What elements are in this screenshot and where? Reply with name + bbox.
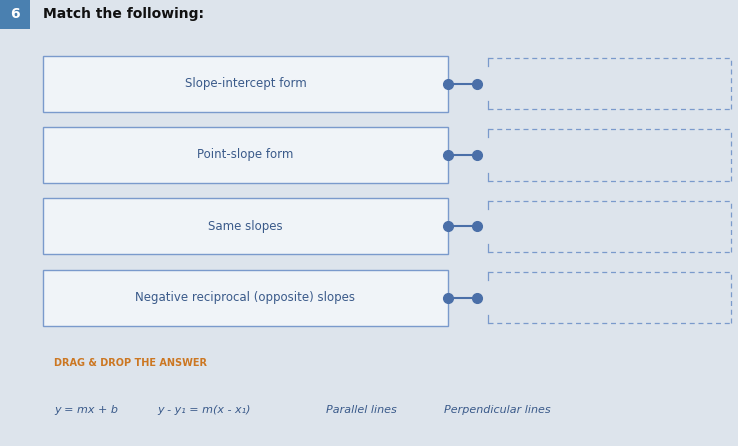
Text: Match the following:: Match the following: (44, 7, 204, 21)
Text: Slope-intercept form: Slope-intercept form (184, 77, 306, 90)
Text: 6: 6 (10, 7, 19, 21)
Text: Same slopes: Same slopes (208, 220, 283, 233)
Text: Perpendicular lines: Perpendicular lines (444, 405, 551, 415)
FancyBboxPatch shape (0, 0, 30, 29)
Text: Point-slope form: Point-slope form (197, 149, 294, 161)
FancyBboxPatch shape (44, 127, 448, 183)
FancyBboxPatch shape (44, 270, 448, 326)
Text: Negative reciprocal (opposite) slopes: Negative reciprocal (opposite) slopes (136, 291, 356, 304)
Text: DRAG & DROP THE ANSWER: DRAG & DROP THE ANSWER (55, 359, 207, 368)
Text: y - y₁ = m(x - x₁): y - y₁ = m(x - x₁) (157, 405, 251, 415)
FancyBboxPatch shape (44, 198, 448, 254)
Text: Parallel lines: Parallel lines (326, 405, 397, 415)
FancyBboxPatch shape (44, 56, 448, 112)
Text: y = mx + b: y = mx + b (55, 405, 118, 415)
